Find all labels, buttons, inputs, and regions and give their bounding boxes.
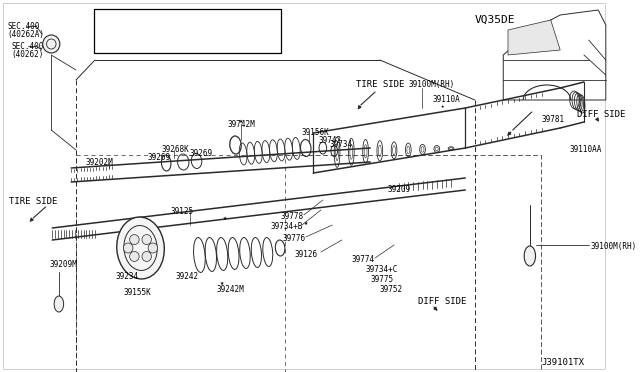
Text: SEC.400: SEC.400: [8, 22, 40, 31]
Text: 39125: 39125: [171, 207, 194, 216]
Text: 39209: 39209: [387, 185, 410, 194]
Text: ★: ★: [304, 220, 308, 226]
Text: TIRE SIDE: TIRE SIDE: [356, 80, 404, 89]
Text: 39110A: 39110A: [432, 95, 460, 104]
Text: VQ35DE: VQ35DE: [475, 15, 515, 25]
Text: 39752: 39752: [380, 285, 403, 294]
Text: 39734+B: 39734+B: [271, 222, 303, 231]
Text: 39734: 39734: [330, 140, 353, 149]
Text: 39242: 39242: [175, 272, 199, 281]
Circle shape: [148, 243, 157, 253]
Text: 39269: 39269: [190, 149, 213, 158]
Text: 39778: 39778: [280, 212, 303, 221]
Text: ★: ★: [440, 104, 444, 109]
Circle shape: [43, 35, 60, 53]
Polygon shape: [503, 10, 606, 100]
Circle shape: [130, 235, 139, 244]
Text: SEC.400: SEC.400: [12, 42, 44, 51]
Text: 39110AA: 39110AA: [570, 145, 602, 154]
Text: 39209M: 39209M: [49, 260, 77, 269]
Text: 39742: 39742: [318, 136, 341, 145]
Text: 39156K: 39156K: [302, 128, 330, 137]
Text: 39234: 39234: [116, 272, 139, 281]
Text: (40262): (40262): [12, 50, 44, 59]
Text: 39268K: 39268K: [161, 145, 189, 154]
Text: PARTS ARE NOT FOR SALE: PARTS ARE NOT FOR SALE: [111, 30, 229, 39]
Text: 39734+C: 39734+C: [365, 265, 398, 274]
Text: 39742M: 39742M: [228, 120, 255, 129]
Text: 39774: 39774: [351, 255, 374, 264]
Text: ★: ★: [239, 118, 244, 124]
Text: TIRE SIDE: TIRE SIDE: [10, 197, 58, 206]
Text: 39100M(RH): 39100M(RH): [591, 242, 637, 251]
Text: ★: ★: [220, 280, 225, 286]
Text: DIFF SIDE: DIFF SIDE: [418, 297, 466, 306]
Text: 39776: 39776: [282, 234, 305, 243]
Text: (40262A): (40262A): [8, 30, 45, 39]
FancyBboxPatch shape: [94, 9, 281, 53]
Ellipse shape: [116, 217, 164, 279]
Text: 39242M: 39242M: [216, 285, 244, 294]
Text: 39775: 39775: [371, 275, 394, 284]
Bar: [285, 155, 541, 372]
Circle shape: [142, 235, 152, 244]
Text: DIFF SIDE: DIFF SIDE: [577, 110, 626, 119]
Text: J39101TX: J39101TX: [541, 358, 584, 367]
Circle shape: [142, 251, 152, 262]
Text: 39269: 39269: [147, 153, 170, 162]
Polygon shape: [508, 20, 560, 55]
Ellipse shape: [524, 246, 536, 266]
Text: ★: ★: [223, 215, 227, 221]
Text: 39202M: 39202M: [86, 158, 113, 167]
Text: 39155K: 39155K: [124, 288, 151, 297]
Text: NOTE; ★ MARKED COMPONENT: NOTE; ★ MARKED COMPONENT: [100, 18, 228, 27]
Bar: [76, 155, 541, 372]
Text: 39100M(RH): 39100M(RH): [408, 80, 454, 89]
Text: ★: ★: [149, 220, 154, 226]
Text: 39126: 39126: [294, 250, 317, 259]
Ellipse shape: [54, 296, 63, 312]
Circle shape: [130, 251, 139, 262]
Circle shape: [124, 243, 133, 253]
Text: 39781: 39781: [541, 115, 564, 124]
